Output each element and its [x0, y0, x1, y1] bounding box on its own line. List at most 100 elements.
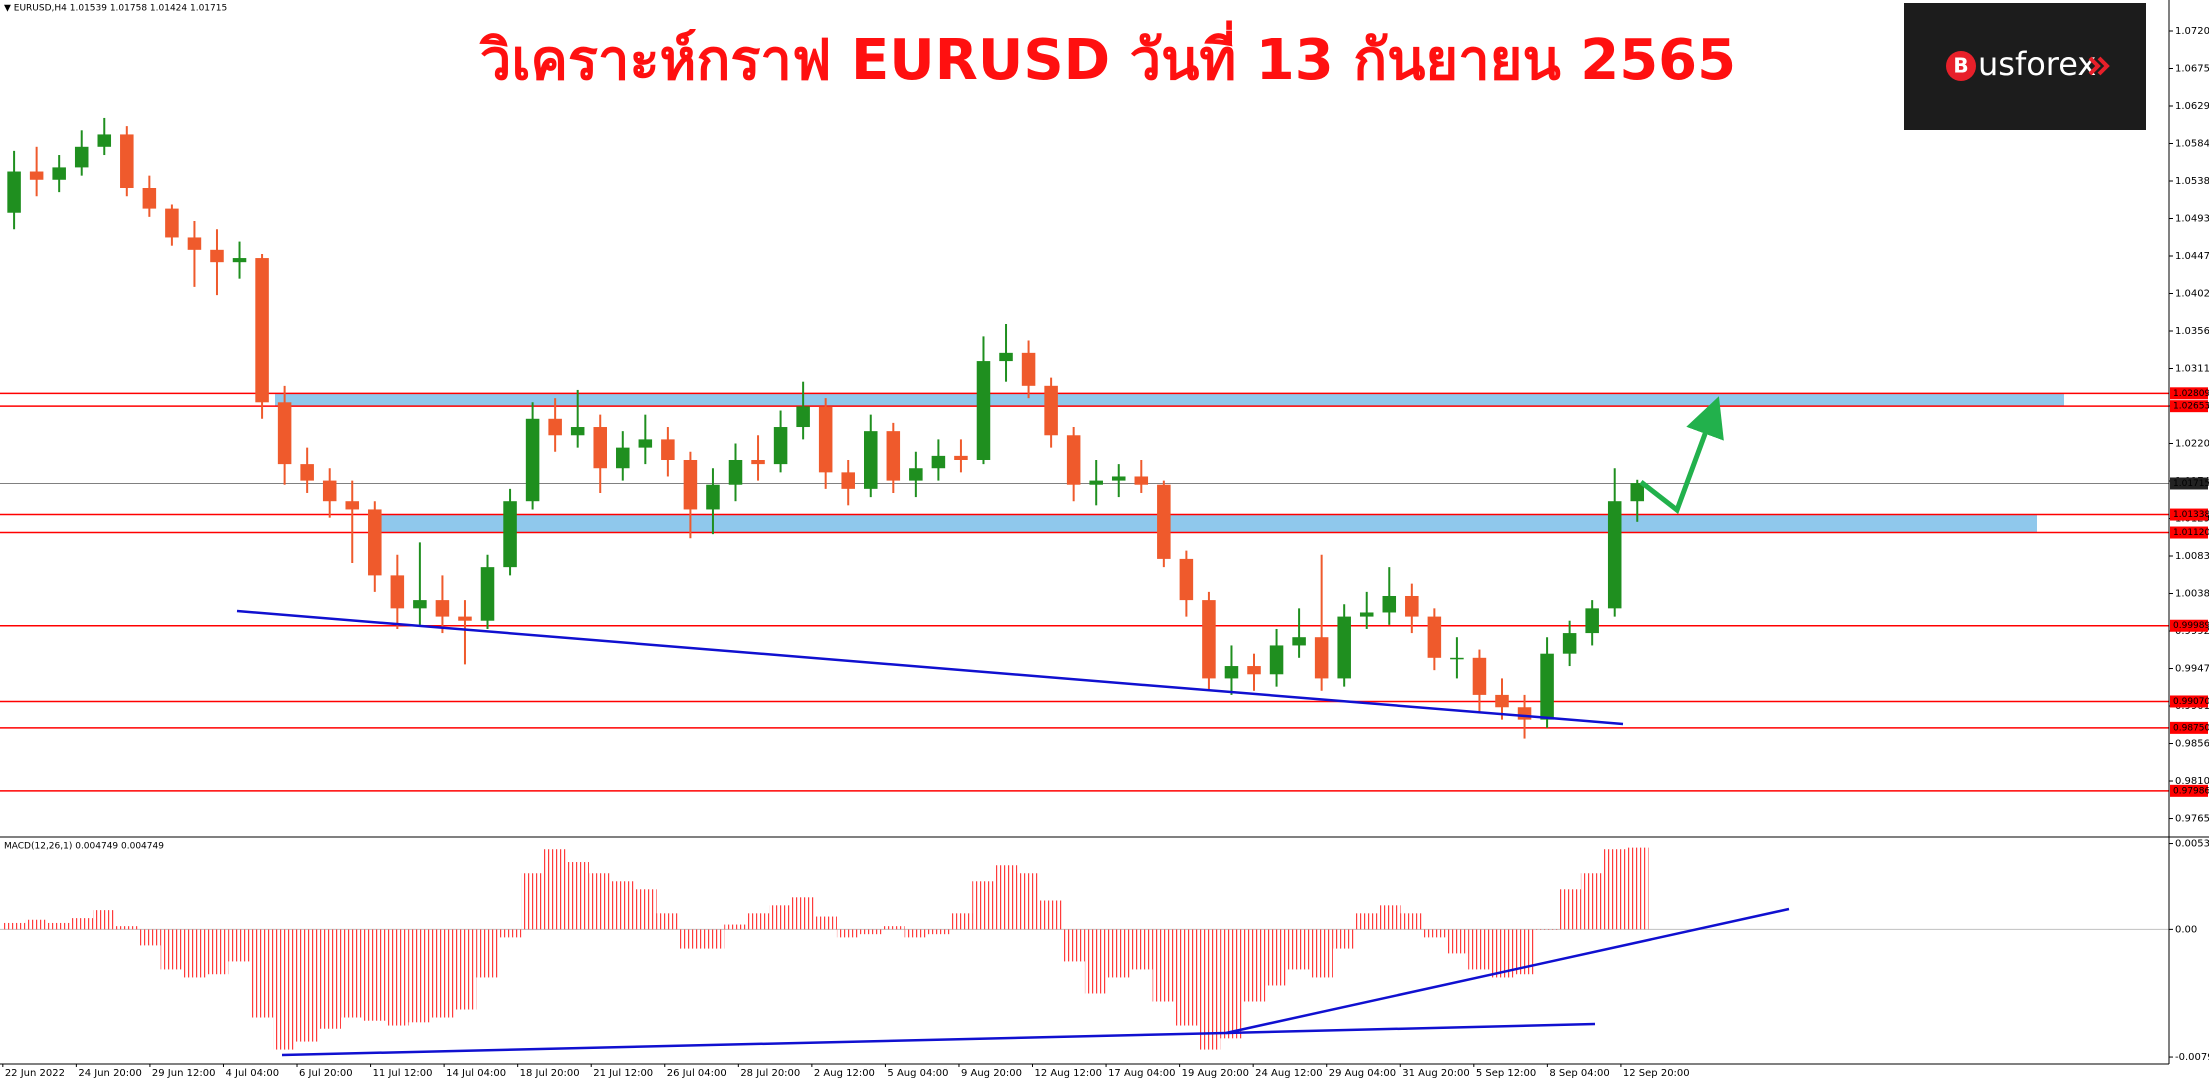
candle-body [818, 406, 833, 473]
candle-body [1111, 476, 1126, 481]
x-tick-label: 5 Aug 04:00 [887, 1068, 948, 1079]
macd-bar [859, 929, 883, 935]
macd-bar [679, 929, 702, 949]
macd-bar [205, 929, 229, 975]
x-tick-label: 5 Sep 12:00 [1476, 1068, 1536, 1079]
macd-bar [70, 918, 93, 930]
macd-bar [1558, 889, 1581, 930]
candle-body [120, 134, 134, 189]
candle-body [1607, 501, 1622, 609]
candle-body [277, 402, 292, 465]
level-label: 1.02653 [2173, 402, 2209, 412]
candle-body [142, 188, 157, 209]
macd-bar [634, 889, 657, 930]
macd-bar [836, 929, 860, 938]
macd-bar [1062, 929, 1085, 962]
x-tick-label: 12 Aug 12:00 [1035, 1068, 1102, 1079]
candle-body [368, 509, 382, 576]
candle-body [255, 258, 269, 403]
candles [7, 117, 1645, 739]
candle-body [1427, 616, 1442, 658]
candle-body [1405, 595, 1419, 617]
macd-bar [1445, 929, 1469, 954]
macd-bar [1242, 929, 1266, 1002]
x-tick-label: 9 Aug 20:00 [961, 1068, 1022, 1079]
logo-chevrons [2088, 56, 2110, 76]
level-label: 1.01120 [2173, 528, 2209, 538]
macd-bar [183, 929, 206, 978]
candle-body [29, 171, 44, 180]
candle-body [1247, 666, 1261, 675]
macd-bar [476, 929, 499, 978]
macd-bar [25, 919, 48, 930]
macd-bar [408, 929, 432, 1023]
macd-bar [273, 929, 296, 1050]
macd-bar [791, 897, 815, 930]
macd-bar [1513, 929, 1536, 975]
macd-y-tick-label: 0.005354 [2175, 839, 2209, 850]
candle-body [1359, 612, 1374, 617]
x-tick-label: 24 Aug 12:00 [1255, 1068, 1322, 1079]
macd-bar [949, 913, 973, 930]
y-tick-label: 1.04930 [2175, 213, 2209, 224]
macd-trendline [1225, 1022, 1596, 1035]
macd-bar [1355, 913, 1379, 930]
y-tick-label: 1.03565 [2175, 326, 2209, 337]
level-label-box [2170, 619, 2208, 632]
candle-body [886, 431, 901, 481]
x-tick-label: 22 Jun 2022 [5, 1068, 65, 1079]
candle-body [954, 455, 968, 460]
level-label: 0.99989 [2173, 621, 2209, 631]
levels: 1.02809 1.02653 1.01338 1.01120 0.99989 0.990… [0, 387, 2209, 797]
symbol-header: ▼ EURUSD,H4 1.01539 1.01758 1.01424 1.01… [4, 4, 227, 14]
candle-body [480, 567, 495, 621]
y-tick-label: 1.04475 [2175, 251, 2209, 262]
resistance-zone [275, 393, 2064, 407]
x-tick-label: 29 Jun 12:00 [152, 1068, 216, 1079]
level-label: 0.97986 [2173, 786, 2209, 796]
x-tick-label: 19 Aug 20:00 [1182, 1068, 1249, 1079]
macd-bar [1084, 929, 1108, 994]
macd-bar [588, 873, 612, 930]
macd-bar [1220, 929, 1243, 1039]
level-label-box [2170, 508, 2208, 521]
candle-body [74, 146, 89, 168]
current-price-label: 1.01715 [2173, 479, 2209, 489]
candle-body [1472, 657, 1487, 695]
candle-body [548, 418, 562, 436]
macd-bar [1490, 929, 1514, 978]
macd-bar [701, 929, 725, 949]
macd-bar [1423, 929, 1446, 938]
logo-text: usforex [1978, 45, 2096, 83]
macd-bar [994, 865, 1018, 930]
candle-body [999, 352, 1013, 362]
x-tick-label: 26 Jul 04:00 [667, 1068, 727, 1079]
macd-bar [1287, 929, 1311, 970]
y-tick-label: 1.05840 [2175, 138, 2209, 149]
level-label-box [2170, 721, 2208, 734]
candle-body [751, 459, 765, 465]
candle-body [413, 600, 427, 609]
candle-body [661, 439, 675, 460]
candle-body [322, 480, 337, 502]
macd-bar [656, 913, 680, 930]
macd-bar [1197, 929, 1221, 1050]
macd-bar [814, 916, 837, 930]
macd-bar [115, 926, 139, 930]
macd-bar [1603, 849, 1626, 930]
candle-body [570, 427, 585, 436]
candle-body [52, 167, 66, 180]
y-tick-label: 1.07205 [2175, 26, 2209, 37]
candle-body [1585, 608, 1599, 634]
macd-bar [611, 881, 635, 930]
macd-bar [363, 929, 387, 1021]
macd-bar [498, 929, 522, 938]
x-tick-label: 18 Jul 20:00 [520, 1068, 580, 1079]
x-tick-label: 8 Sep 04:00 [1549, 1068, 1609, 1079]
macd-bar [138, 929, 161, 946]
macd-bar [972, 881, 995, 930]
